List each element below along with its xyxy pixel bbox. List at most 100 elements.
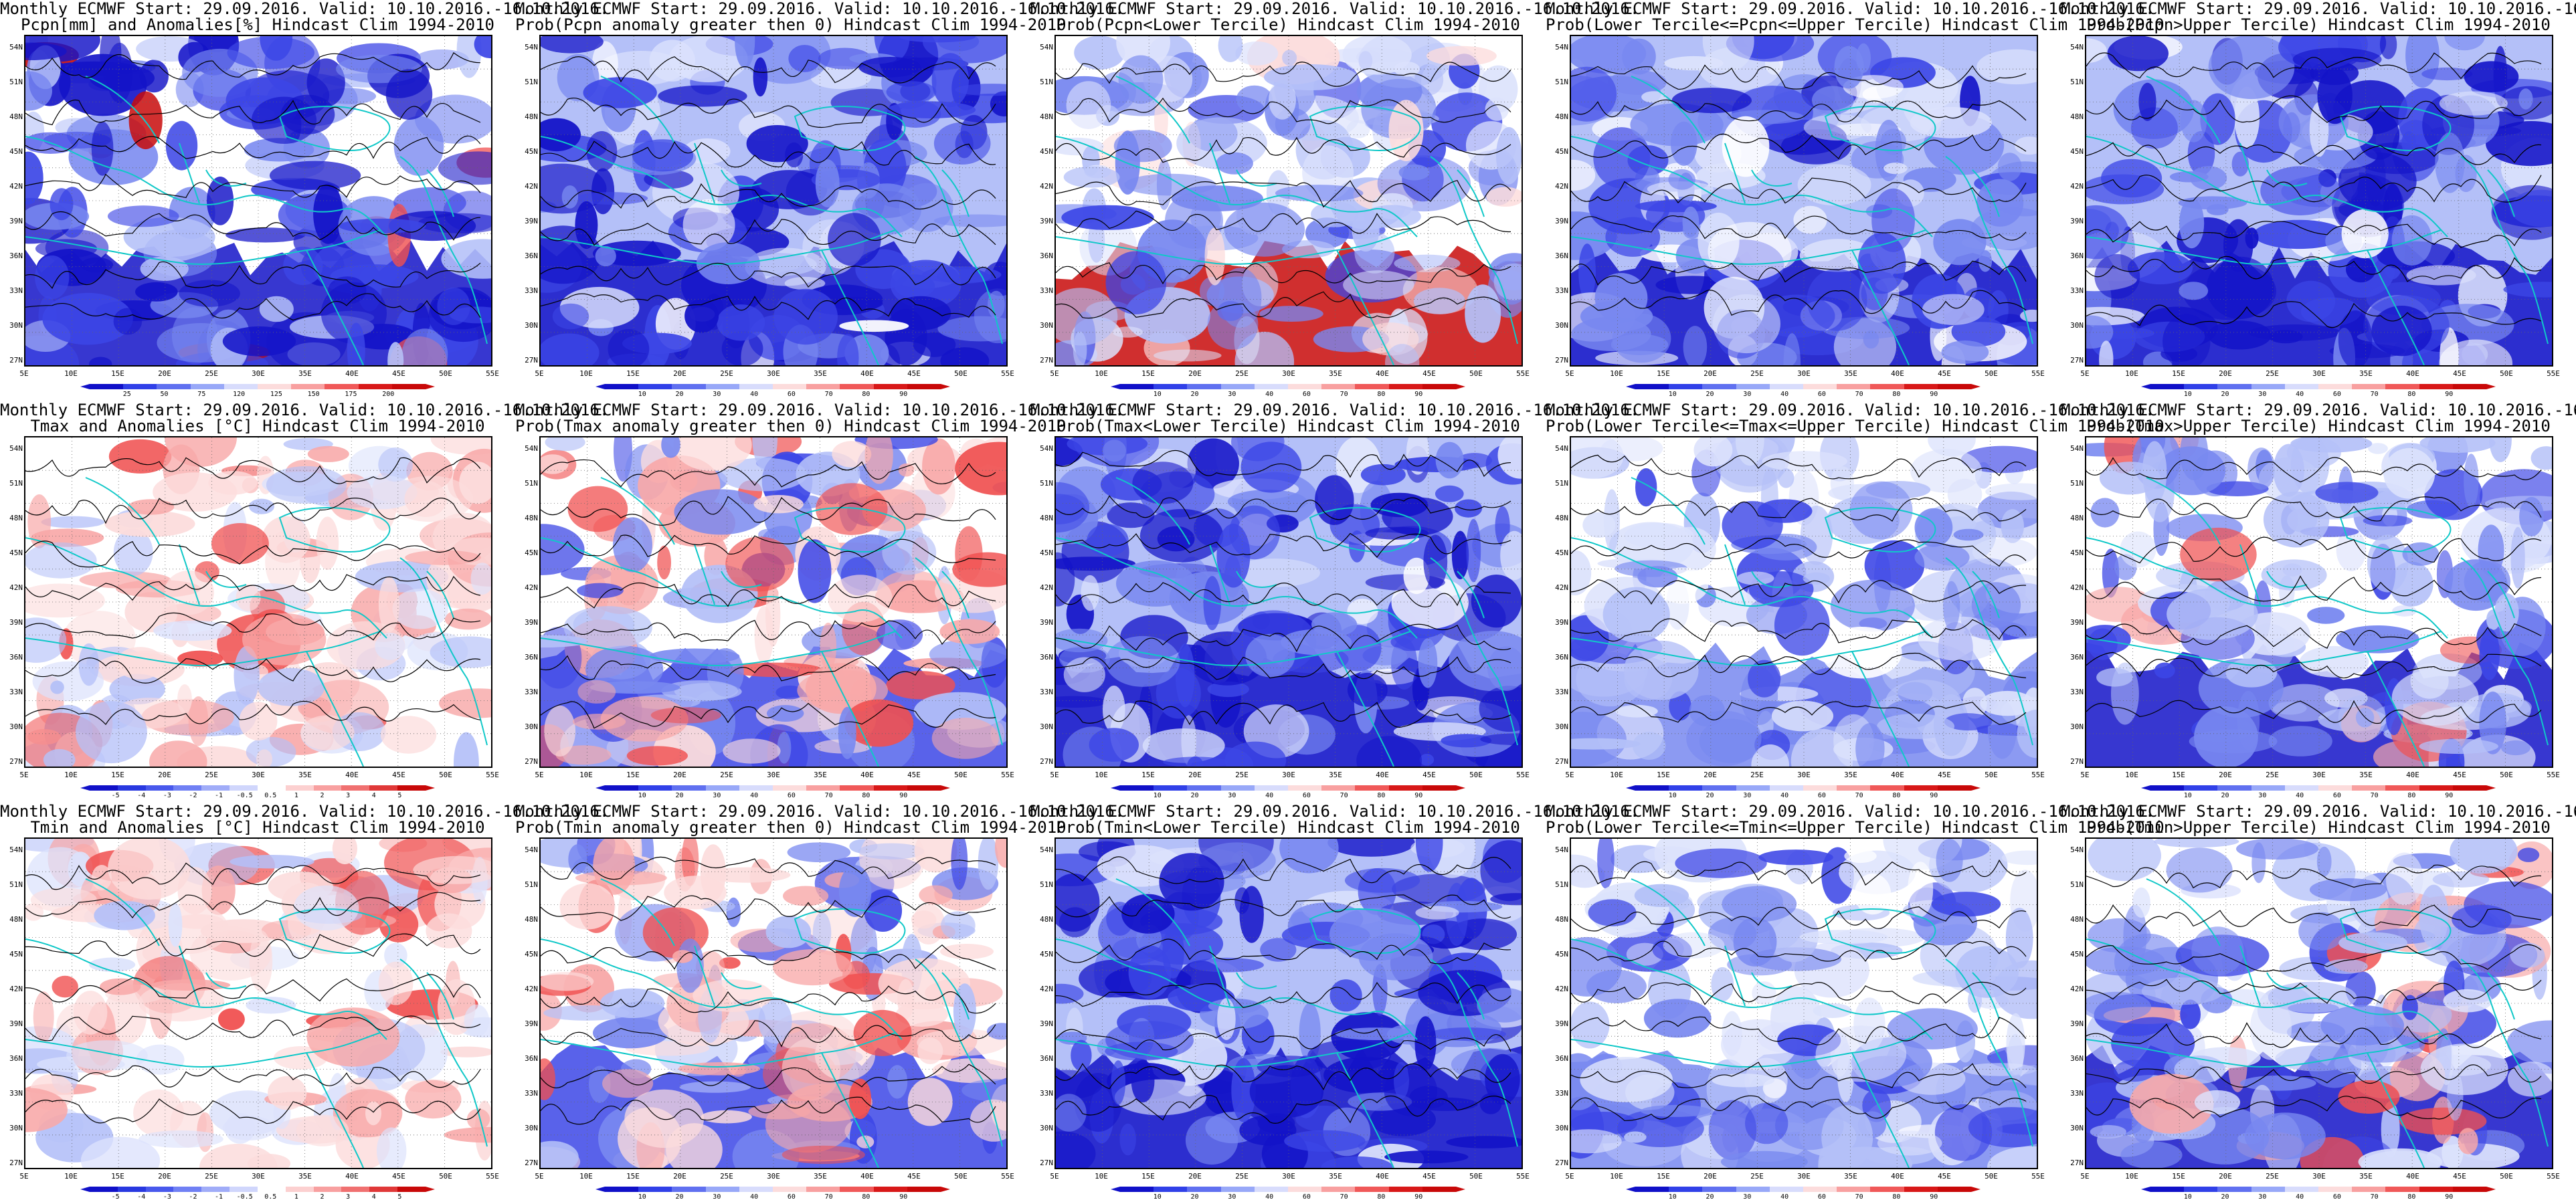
colorbar-segment <box>229 785 258 791</box>
colorbar-segment <box>145 1187 174 1192</box>
coastline <box>2146 477 2221 545</box>
longitude-label: 45E <box>2453 771 2466 779</box>
colorbar-tick-label: 90 <box>2445 1193 2454 1201</box>
longitude-label: 5E <box>2080 1172 2090 1181</box>
field-shade-patch <box>2001 509 2024 543</box>
colorbar-tick-label: 70 <box>1340 792 1348 799</box>
latitude-label: 27N <box>1040 1159 1053 1167</box>
latitude-label: 45N <box>2070 147 2084 156</box>
field-shade-patch <box>1451 530 1469 579</box>
field-shade-patch <box>2444 36 2485 51</box>
longitude-label: 25E <box>720 369 733 378</box>
field-shade-patch <box>25 42 67 60</box>
colorbar-segment <box>739 785 773 791</box>
coastline <box>1309 908 1421 954</box>
field-shade-patch <box>266 466 347 504</box>
field-shade-patch <box>1358 868 1396 915</box>
field-shade-patch <box>1668 169 1695 190</box>
colorbar-tick-label: 70 <box>1855 1193 1863 1201</box>
longitude-label: 35E <box>814 369 827 378</box>
field-shade-patch <box>2290 437 2373 453</box>
colorbar-segment <box>1388 384 1422 389</box>
field-shade-patch <box>440 1046 491 1058</box>
field-shade-patch <box>1800 930 1888 944</box>
colorbar-segment <box>285 785 314 791</box>
field-shade-patch <box>1947 478 1983 510</box>
field-shade-patch <box>50 680 64 694</box>
contour-line <box>25 1065 481 1088</box>
latitude-label: 39N <box>9 618 23 627</box>
longitude-label: 55E <box>2031 771 2045 779</box>
field-shade-patch <box>249 498 274 514</box>
longitude-label: 10E <box>2125 369 2138 378</box>
coastline <box>2367 651 2425 767</box>
field-shade-patch <box>2001 850 2037 866</box>
colorbar-segment <box>2318 384 2353 389</box>
field-shade-patch <box>1933 219 1987 266</box>
field-shade-patch <box>955 84 1006 96</box>
field-shade-patch <box>1081 575 1099 611</box>
field-shade-patch <box>765 916 812 948</box>
latitude-label: 48N <box>1555 915 1568 924</box>
field-shade-patch <box>1103 686 1125 733</box>
colorbar-tick-label: 90 <box>1930 1193 1938 1201</box>
colorbar-segment <box>397 1187 426 1192</box>
colorbar-segment <box>1422 1187 1457 1192</box>
field-shade-patch <box>1830 579 1915 632</box>
contour-line <box>25 1098 481 1124</box>
field-shade-patch <box>1597 839 1615 889</box>
field-shade-patch <box>466 1108 490 1130</box>
map-plot-area <box>2085 837 2553 1169</box>
latitude-label: 39N <box>525 1019 538 1028</box>
latitude-label: 33N <box>525 688 538 696</box>
colorbar-segment <box>1870 384 1904 389</box>
coastline <box>1115 76 1190 144</box>
colorbar-tick-label: 30 <box>2258 391 2267 398</box>
coastline <box>2460 959 2549 1147</box>
field-shade-patch <box>2519 497 2545 536</box>
longitude-label: 45E <box>392 1172 405 1181</box>
contour-line <box>25 498 481 524</box>
longitude-label: 55E <box>486 1172 499 1181</box>
contour-line <box>2086 700 2542 724</box>
latitude-label: 27N <box>525 356 538 365</box>
coastline <box>399 959 488 1147</box>
field-shade-patch <box>1635 468 1657 507</box>
field-shade-patch <box>135 282 178 302</box>
field-shade-patch <box>657 545 671 580</box>
field-shade-patch <box>1675 848 1767 878</box>
field-shade-patch <box>100 978 141 995</box>
coastline <box>941 169 970 217</box>
colorbar-labels: 10 20 30 40 60 70 80 90 <box>2150 792 2486 801</box>
map-panel-p1: Monthly ECMWF Start: 29.09.2016. Valid: … <box>0 0 609 401</box>
field-shade-patch <box>1987 1146 2037 1168</box>
contour-line <box>1571 1062 2027 1090</box>
panel-title-line1: Monthly ECMWF Start: 29.09.2016. Valid: … <box>1546 0 2155 18</box>
field-shade-patch <box>787 842 851 862</box>
contour-line <box>2086 95 2542 123</box>
coastline <box>1115 477 1190 545</box>
field-shade-patch <box>2101 159 2163 198</box>
contour-line <box>2086 256 2542 282</box>
coastline <box>426 571 454 619</box>
colorbar-tick-label: 80 <box>1892 391 1901 398</box>
longitude-label: 30E <box>252 1172 265 1181</box>
longitude-label: 55E <box>2547 771 2560 779</box>
contour-line <box>2086 1064 2542 1088</box>
map-panel-p6: Monthly ECMWF Start: 29.09.2016. Valid: … <box>0 401 609 803</box>
colorbar-tick-label: 10 <box>2183 1193 2192 1201</box>
field-shade-patch <box>1480 733 1522 746</box>
field-shade-patch <box>1943 581 1960 631</box>
colorbar-tick-label: 60 <box>2332 792 2341 799</box>
field-shade-patch <box>1722 116 1770 177</box>
coastline <box>25 938 387 1040</box>
field-shade-patch <box>593 1017 668 1049</box>
field-shade-patch <box>1976 179 2024 227</box>
field-shade-patch <box>1224 741 1287 767</box>
latitude-label: 48N <box>525 514 538 522</box>
field-shade-patch <box>1056 557 1136 571</box>
latitude-label: 36N <box>1040 653 1053 662</box>
contour-line <box>541 655 996 682</box>
coastline <box>179 945 247 1007</box>
field-shade-patch <box>1968 1107 2037 1148</box>
